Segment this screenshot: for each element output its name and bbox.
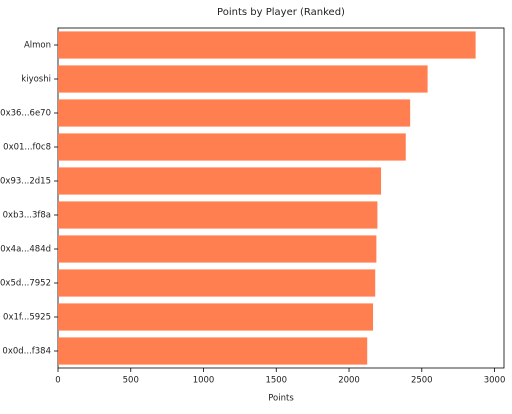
- y-tick-label: 0x4a...484d: [0, 245, 51, 255]
- x-tick-label: 2500: [411, 376, 433, 386]
- x-tick-label: 1000: [193, 376, 215, 386]
- bar: [58, 235, 377, 263]
- bar: [58, 167, 382, 195]
- y-tick-label: kiyoshi: [21, 75, 51, 85]
- chart-title: Points by Player (Ranked): [217, 7, 345, 18]
- y-tick-label: Almon: [24, 41, 51, 51]
- x-tick-label: 500: [123, 376, 139, 386]
- y-tick-label: 0x0d...f384: [2, 347, 51, 357]
- plot-frame: [57, 27, 505, 369]
- y-tick-label: 0x36...6e70: [0, 109, 51, 119]
- bar: [58, 337, 368, 365]
- bar: [58, 133, 406, 161]
- bar: [58, 99, 411, 127]
- y-tick-label: 0x01...f0c8: [3, 143, 51, 153]
- y-tick-label: 0x93...2d15: [0, 177, 51, 187]
- x-tick-label: 2000: [338, 376, 360, 386]
- bar: [58, 201, 378, 229]
- x-axis-label: Points: [268, 394, 294, 404]
- bar: [58, 65, 428, 93]
- bar: [58, 303, 374, 331]
- y-tick-label: 0x5d...7952: [0, 279, 51, 289]
- y-tick-label: 0x1f...5925: [3, 313, 51, 323]
- y-tick-label: 0xb3...3f8a: [3, 211, 51, 221]
- x-tick-label: 1500: [265, 376, 287, 386]
- x-tick-label: 3000: [484, 376, 506, 386]
- bar: [58, 269, 376, 297]
- bar: [58, 31, 476, 59]
- x-tick-label: 0: [55, 376, 60, 386]
